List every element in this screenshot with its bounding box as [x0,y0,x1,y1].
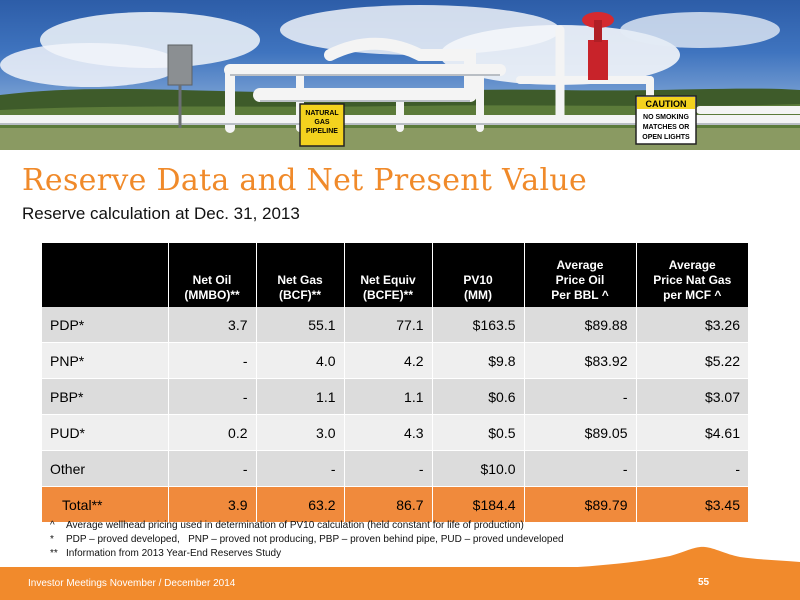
header-line: Average [556,258,604,272]
reserve-data-table: Net Oil (MMBO)** Net Gas (BCF)** Net Equ… [42,243,748,523]
header-line: PV10 [463,273,493,287]
cell-net-oil: - [167,450,256,487]
cell-net-equiv: 4.3 [343,414,432,451]
cell-price-gas: $4.61 [635,414,748,451]
header-line: (MMBO)** [184,288,240,302]
cell-pv10: $9.8 [431,342,524,379]
footnote-symbol: * [50,534,54,545]
slide-subtitle: Reserve calculation at Dec. 31, 2013 [22,204,300,223]
sign-caution-line-1: NO SMOKING [643,114,689,121]
footnote: ^ Average wellhead pricing used in deter… [50,519,564,533]
table-row-total: Total** 3.9 63.2 86.7 $184.4 $89.79 $3.4… [42,486,748,523]
cell-net-equiv: 1.1 [343,378,432,415]
header-line: Per BBL ^ [551,288,609,302]
cell-net-equiv: - [343,450,432,487]
column-header-net-oil: Net Oil (MMBO)** [167,243,256,307]
cell-net-oil: 0.2 [167,414,256,451]
footnote: ** Information from 2013 Year-End Reserv… [50,547,564,561]
row-label: PDP* [42,307,168,343]
cell-net-gas: 63.2 [255,486,344,523]
table-row-pud: PUD* 0.2 3.0 4.3 $0.5 $89.05 $4.61 [42,414,748,451]
column-header-category [42,243,168,307]
gas-pipeline-illustration: NATURAL GAS PIPELINE CAUTION NO SMOKING … [0,5,800,150]
cell-price-gas: $3.07 [635,378,748,415]
cell-price-oil: $89.05 [523,414,636,451]
header-line: (BCFE)** [363,288,413,302]
column-header-net-gas: Net Gas (BCF)** [255,243,344,307]
cell-net-gas: - [255,450,344,487]
cell-net-gas: 1.1 [255,378,344,415]
footer-mountain-graphic [560,546,800,568]
cell-pv10: $0.6 [431,378,524,415]
header-line: Average [668,258,716,272]
cell-price-gas: $5.22 [635,342,748,379]
table-row-pnp: PNP* - 4.0 4.2 $9.8 $83.92 $5.22 [42,342,748,379]
column-header-avg-price-oil: Average Price Oil Per BBL ^ [523,243,636,307]
footer-text: Investor Meetings November / December 20… [28,578,236,589]
footnote: * PDP – proved developed, PNP – proved n… [50,533,564,547]
sign-caution-line-2: MATCHES OR [643,124,690,131]
column-header-avg-price-gas: Average Price Nat Gas per MCF ^ [635,243,748,307]
header-line: Price Oil [555,273,605,287]
cell-net-equiv: 77.1 [343,307,432,343]
cell-price-oil: - [523,378,636,415]
cell-net-gas: 3.0 [255,414,344,451]
cell-net-oil: - [167,378,256,415]
cell-pv10: $0.5 [431,414,524,451]
sign-caution-line-3: OPEN LIGHTS [642,134,690,141]
cell-price-gas: - [635,450,748,487]
cell-net-equiv: 86.7 [343,486,432,523]
table-header-row: Net Oil (MMBO)** Net Gas (BCF)** Net Equ… [42,243,748,307]
row-label: Total** [42,486,168,523]
footnote-symbol: ** [50,548,58,559]
footnote-text: Information from 2013 Year-End Reserves … [66,548,282,559]
header-line: Net Equiv [360,273,416,287]
header-line: (BCF)** [279,288,321,302]
cell-net-gas: 4.0 [255,342,344,379]
cell-net-equiv: 4.2 [343,342,432,379]
footnote-text: PDP – proved developed, PNP – proved not… [66,534,564,545]
table-row-pdp: PDP* 3.7 55.1 77.1 $163.5 $89.88 $3.26 [42,307,748,343]
cell-pv10: $163.5 [431,307,524,343]
column-header-net-equiv: Net Equiv (BCFE)** [343,243,432,307]
header-photo: NATURAL GAS PIPELINE CAUTION NO SMOKING … [0,0,800,150]
footer-bar [0,567,800,600]
cell-price-oil: $83.92 [523,342,636,379]
header-line: Net Oil [192,273,232,287]
row-label: PUD* [42,414,168,451]
sign-natural-gas-line-1: NATURAL [305,110,339,117]
sign-caution-header: CAUTION [646,99,687,109]
header-line: Price Nat Gas [653,273,732,287]
table-row-other: Other - - - $10.0 - - [42,450,748,487]
slide-title: Reserve Data and Net Present Value [22,163,588,198]
cell-price-gas: $3.26 [635,307,748,343]
sign-natural-gas-line-3: PIPELINE [306,128,338,135]
footnotes: ^ Average wellhead pricing used in deter… [50,519,564,561]
footnote-text: Average wellhead pricing used in determi… [66,520,524,531]
sign-natural-gas-line-2: GAS [314,119,330,126]
page-number: 55 [698,577,710,588]
cell-price-oil: $89.79 [523,486,636,523]
header-line: Net Gas [277,273,323,287]
footnote-symbol: ^ [50,520,55,531]
header-line: per MCF ^ [663,288,722,302]
row-label: Other [42,450,168,487]
row-label: PNP* [42,342,168,379]
cell-net-gas: 55.1 [255,307,344,343]
cell-net-oil: 3.7 [167,307,256,343]
cell-net-oil: 3.9 [167,486,256,523]
cell-price-oil: $89.88 [523,307,636,343]
header-line: (MM) [464,288,492,302]
table-row-pbp: PBP* - 1.1 1.1 $0.6 - $3.07 [42,378,748,415]
cell-pv10: $10.0 [431,450,524,487]
column-header-pv10: PV10 (MM) [431,243,524,307]
cell-net-oil: - [167,342,256,379]
cell-pv10: $184.4 [431,486,524,523]
row-label: PBP* [42,378,168,415]
cell-price-gas: $3.45 [635,486,748,523]
cell-price-oil: - [523,450,636,487]
